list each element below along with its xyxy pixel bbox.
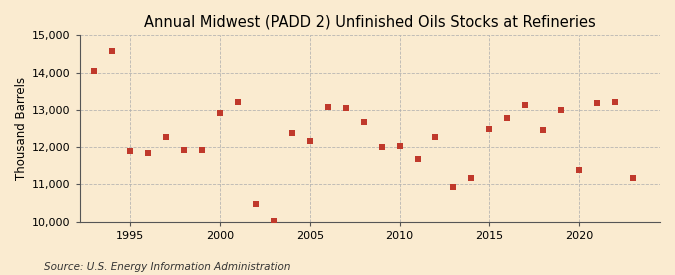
Point bbox=[430, 134, 441, 139]
Point bbox=[89, 68, 100, 73]
Point bbox=[610, 100, 620, 104]
Point bbox=[628, 176, 639, 181]
Point bbox=[484, 127, 495, 131]
Point bbox=[502, 116, 513, 120]
Point bbox=[107, 49, 117, 53]
Point bbox=[592, 101, 603, 105]
Point bbox=[179, 148, 190, 152]
Point bbox=[322, 105, 333, 109]
Point bbox=[448, 185, 459, 189]
Point bbox=[340, 106, 351, 111]
Point bbox=[466, 175, 477, 180]
Point bbox=[358, 120, 369, 124]
Point bbox=[394, 144, 405, 148]
Y-axis label: Thousand Barrels: Thousand Barrels bbox=[15, 77, 28, 180]
Point bbox=[142, 151, 153, 155]
Point bbox=[215, 111, 225, 115]
Point bbox=[269, 219, 279, 223]
Point bbox=[250, 202, 261, 206]
Point bbox=[376, 145, 387, 149]
Point bbox=[161, 134, 171, 139]
Point bbox=[556, 108, 566, 112]
Title: Annual Midwest (PADD 2) Unfinished Oils Stocks at Refineries: Annual Midwest (PADD 2) Unfinished Oils … bbox=[144, 15, 596, 30]
Point bbox=[286, 131, 297, 135]
Point bbox=[574, 168, 585, 172]
Point bbox=[520, 103, 531, 107]
Point bbox=[232, 100, 243, 104]
Text: Source: U.S. Energy Information Administration: Source: U.S. Energy Information Administ… bbox=[44, 262, 290, 272]
Point bbox=[538, 128, 549, 132]
Point bbox=[412, 157, 423, 161]
Point bbox=[304, 139, 315, 143]
Point bbox=[196, 148, 207, 152]
Point bbox=[125, 149, 136, 153]
